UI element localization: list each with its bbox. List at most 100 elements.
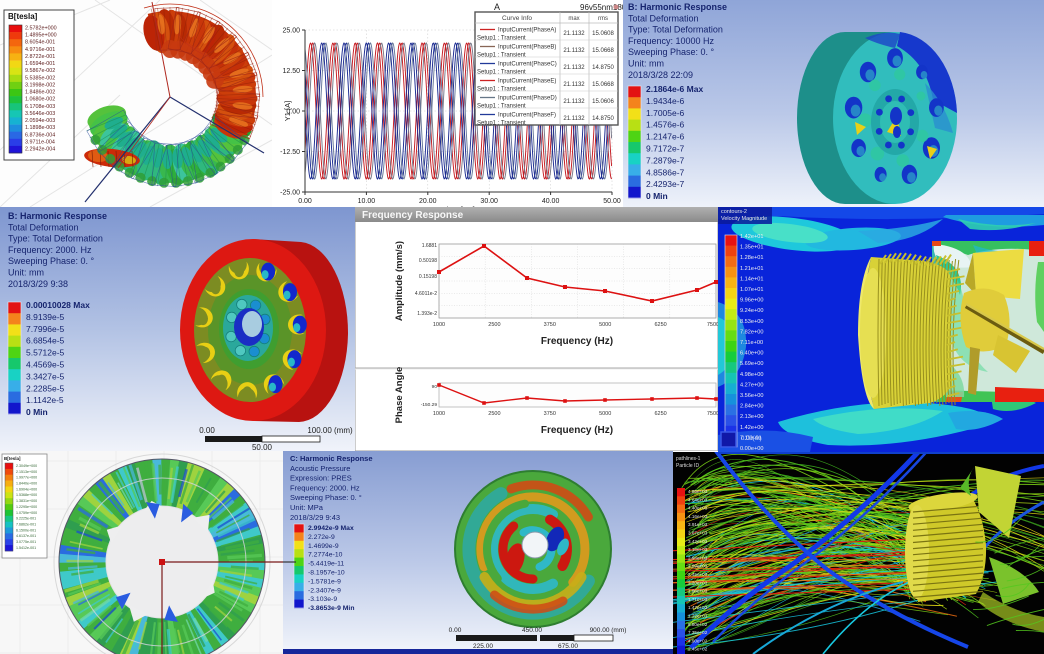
- svg-text:50.00: 50.00: [252, 443, 273, 451]
- svg-text:pathlines-1: pathlines-1: [676, 456, 701, 462]
- svg-text:0.50198: 0.50198: [419, 258, 437, 264]
- svg-text:5.69e+00: 5.69e+00: [740, 361, 764, 367]
- svg-text:7.2774e-10: 7.2774e-10: [308, 552, 343, 559]
- svg-text:15.0608: 15.0608: [592, 31, 614, 37]
- svg-text:Frequency: 2000. Hz: Frequency: 2000. Hz: [290, 483, 360, 492]
- svg-text:1.6881: 1.6881: [422, 243, 438, 249]
- svg-text:8.6054e-001: 8.6054e-001: [25, 40, 55, 46]
- svg-text:2.1864e-6 Max: 2.1864e-6 Max: [646, 84, 703, 94]
- svg-text:1.1898e-003: 1.1898e-003: [25, 125, 55, 131]
- svg-text:1.5368e+000: 1.5368e+000: [16, 493, 37, 497]
- svg-text:3.3427e-5: 3.3427e-5: [26, 371, 65, 381]
- svg-text:1.0759e+000: 1.0759e+000: [16, 511, 37, 515]
- svg-text:7.35e+02: 7.35e+02: [688, 630, 708, 635]
- svg-text:1.2295e+000: 1.2295e+000: [16, 505, 37, 509]
- svg-text:21.1132: 21.1132: [563, 65, 585, 71]
- svg-text:4.8586e-7: 4.8586e-7: [646, 167, 685, 177]
- svg-text:7.2879e-7: 7.2879e-7: [646, 155, 685, 165]
- svg-text:1.07e+01: 1.07e+01: [740, 287, 764, 293]
- svg-text:2.69e+03: 2.69e+03: [688, 564, 708, 569]
- svg-text:7.7996e-5: 7.7996e-5: [26, 324, 65, 334]
- svg-text:15.0668: 15.0668: [592, 82, 614, 88]
- svg-text:675.00: 675.00: [558, 643, 578, 650]
- svg-text:Sweeping Phase: 0. °: Sweeping Phase: 0. °: [628, 47, 715, 57]
- svg-text:4.6137e-001: 4.6137e-001: [16, 534, 36, 538]
- svg-text:90: 90: [432, 384, 438, 390]
- svg-text:4.86e+03: 4.86e+03: [688, 489, 708, 494]
- svg-text:B: Harmonic Response: B: Harmonic Response: [628, 2, 727, 12]
- svg-text:2.4293e-7: 2.4293e-7: [646, 179, 685, 189]
- svg-text:7.11e-01: 7.11e-01: [740, 435, 762, 441]
- svg-text:8.53e+00: 8.53e+00: [740, 319, 764, 325]
- svg-text:9.80e+02: 9.80e+02: [688, 622, 708, 627]
- svg-text:Unit: mm: Unit: mm: [628, 59, 664, 69]
- svg-text:contours-2: contours-2: [721, 209, 747, 215]
- svg-text:8.9139e-5: 8.9139e-5: [26, 312, 65, 322]
- svg-text:Curve Info: Curve Info: [502, 15, 532, 22]
- svg-text:2.94e+03: 2.94e+03: [688, 555, 708, 560]
- svg-text:Sweeping Phase: 0. °: Sweeping Phase: 0. °: [8, 256, 95, 266]
- svg-text:2.5782e+000: 2.5782e+000: [25, 26, 57, 32]
- svg-text:7.6862e-001: 7.6862e-001: [16, 523, 36, 527]
- svg-text:6.1500e-001: 6.1500e-001: [16, 528, 36, 532]
- svg-text:0.15198: 0.15198: [419, 274, 437, 280]
- svg-text:2.272e-9: 2.272e-9: [308, 534, 335, 541]
- svg-text:4.40e+03: 4.40e+03: [688, 506, 708, 511]
- svg-text:2.9942e-9 Max: 2.9942e-9 Max: [308, 525, 354, 532]
- svg-text:rms: rms: [598, 16, 608, 22]
- svg-text:4.16e+03: 4.16e+03: [688, 514, 708, 519]
- svg-text:2.2285e-5: 2.2285e-5: [26, 383, 65, 393]
- svg-text:15.0606: 15.0606: [592, 99, 614, 105]
- svg-text:InputCurrent(PhaseF): InputCurrent(PhaseF): [498, 113, 556, 119]
- svg-text:B: Harmonic Response: B: Harmonic Response: [8, 211, 107, 221]
- svg-text:4.64e+03: 4.64e+03: [688, 497, 708, 502]
- svg-text:15.0668: 15.0668: [592, 48, 614, 54]
- svg-text:1.4576e-6: 1.4576e-6: [646, 120, 685, 130]
- svg-text:Frequency: 10000 Hz: Frequency: 10000 Hz: [628, 36, 715, 46]
- svg-text:2.1513e+000: 2.1513e+000: [16, 470, 37, 474]
- svg-text:3.56e+00: 3.56e+00: [740, 393, 764, 399]
- svg-text:9.24e+00: 9.24e+00: [740, 308, 764, 314]
- svg-text:1.5412e-001: 1.5412e-001: [16, 546, 36, 550]
- svg-text:1.8440e+000: 1.8440e+000: [16, 482, 37, 486]
- svg-text:-3.8653e-9 Min: -3.8653e-9 Min: [308, 605, 354, 612]
- svg-text:-2.3407e-9: -2.3407e-9: [308, 587, 341, 594]
- svg-text:Setup1 : Transient: Setup1 : Transient: [477, 121, 526, 127]
- svg-text:6250: 6250: [654, 411, 666, 417]
- svg-text:Expression: PRES: Expression: PRES: [290, 474, 352, 483]
- svg-text:21.1132: 21.1132: [563, 99, 585, 105]
- svg-text:21.1132: 21.1132: [563, 82, 585, 88]
- svg-text:B[tesla]: B[tesla]: [4, 456, 21, 461]
- svg-text:0.00(m): 0.00(m): [741, 436, 762, 442]
- svg-text:InputCurrent(PhaseD): InputCurrent(PhaseD): [498, 96, 557, 102]
- svg-text:1.4895e+000: 1.4895e+000: [25, 33, 57, 39]
- svg-text:2.8722e-001: 2.8722e-001: [25, 54, 55, 60]
- svg-text:1.9977e+000: 1.9977e+000: [16, 476, 37, 480]
- svg-text:C: Harmonic Response: C: Harmonic Response: [290, 454, 373, 463]
- svg-text:2.2942e-004: 2.2942e-004: [25, 147, 55, 153]
- svg-text:3750: 3750: [544, 411, 556, 417]
- svg-text:Frequency (Hz): Frequency (Hz): [541, 425, 613, 436]
- svg-text:1.9434e-6: 1.9434e-6: [646, 96, 685, 106]
- svg-text:30.00: 30.00: [480, 198, 498, 205]
- svg-text:1.35e+01: 1.35e+01: [740, 245, 764, 251]
- svg-text:3.16e+03: 3.16e+03: [688, 547, 708, 552]
- svg-text:InputCurrent(PhaseB): InputCurrent(PhaseB): [498, 45, 556, 51]
- svg-text:Sweeping Phase: 0. °: Sweeping Phase: 0. °: [290, 493, 362, 502]
- svg-text:3.1998e-002: 3.1998e-002: [25, 83, 55, 89]
- svg-text:9.7172e-7: 9.7172e-7: [646, 144, 685, 154]
- svg-text:4.4569e-5: 4.4569e-5: [26, 360, 65, 370]
- svg-text:2.13e+00: 2.13e+00: [740, 414, 764, 420]
- svg-text:225.00: 225.00: [473, 643, 493, 650]
- svg-text:Type: Total Deformation: Type: Total Deformation: [628, 25, 723, 35]
- svg-text:1000: 1000: [433, 411, 445, 417]
- svg-text:-25.00: -25.00: [280, 190, 300, 197]
- svg-text:900.00 (mm): 900.00 (mm): [590, 627, 627, 634]
- svg-text:1.8486e-002: 1.8486e-002: [25, 90, 55, 96]
- svg-text:4.9716e-001: 4.9716e-001: [25, 47, 55, 53]
- svg-text:Particle ID: Particle ID: [676, 463, 699, 469]
- svg-text:1.2147e-6: 1.2147e-6: [646, 132, 685, 142]
- svg-text:3.91e+03: 3.91e+03: [688, 522, 708, 527]
- svg-text:2.45e+02: 2.45e+02: [688, 647, 708, 652]
- svg-text:2.0594e-003: 2.0594e-003: [25, 118, 55, 124]
